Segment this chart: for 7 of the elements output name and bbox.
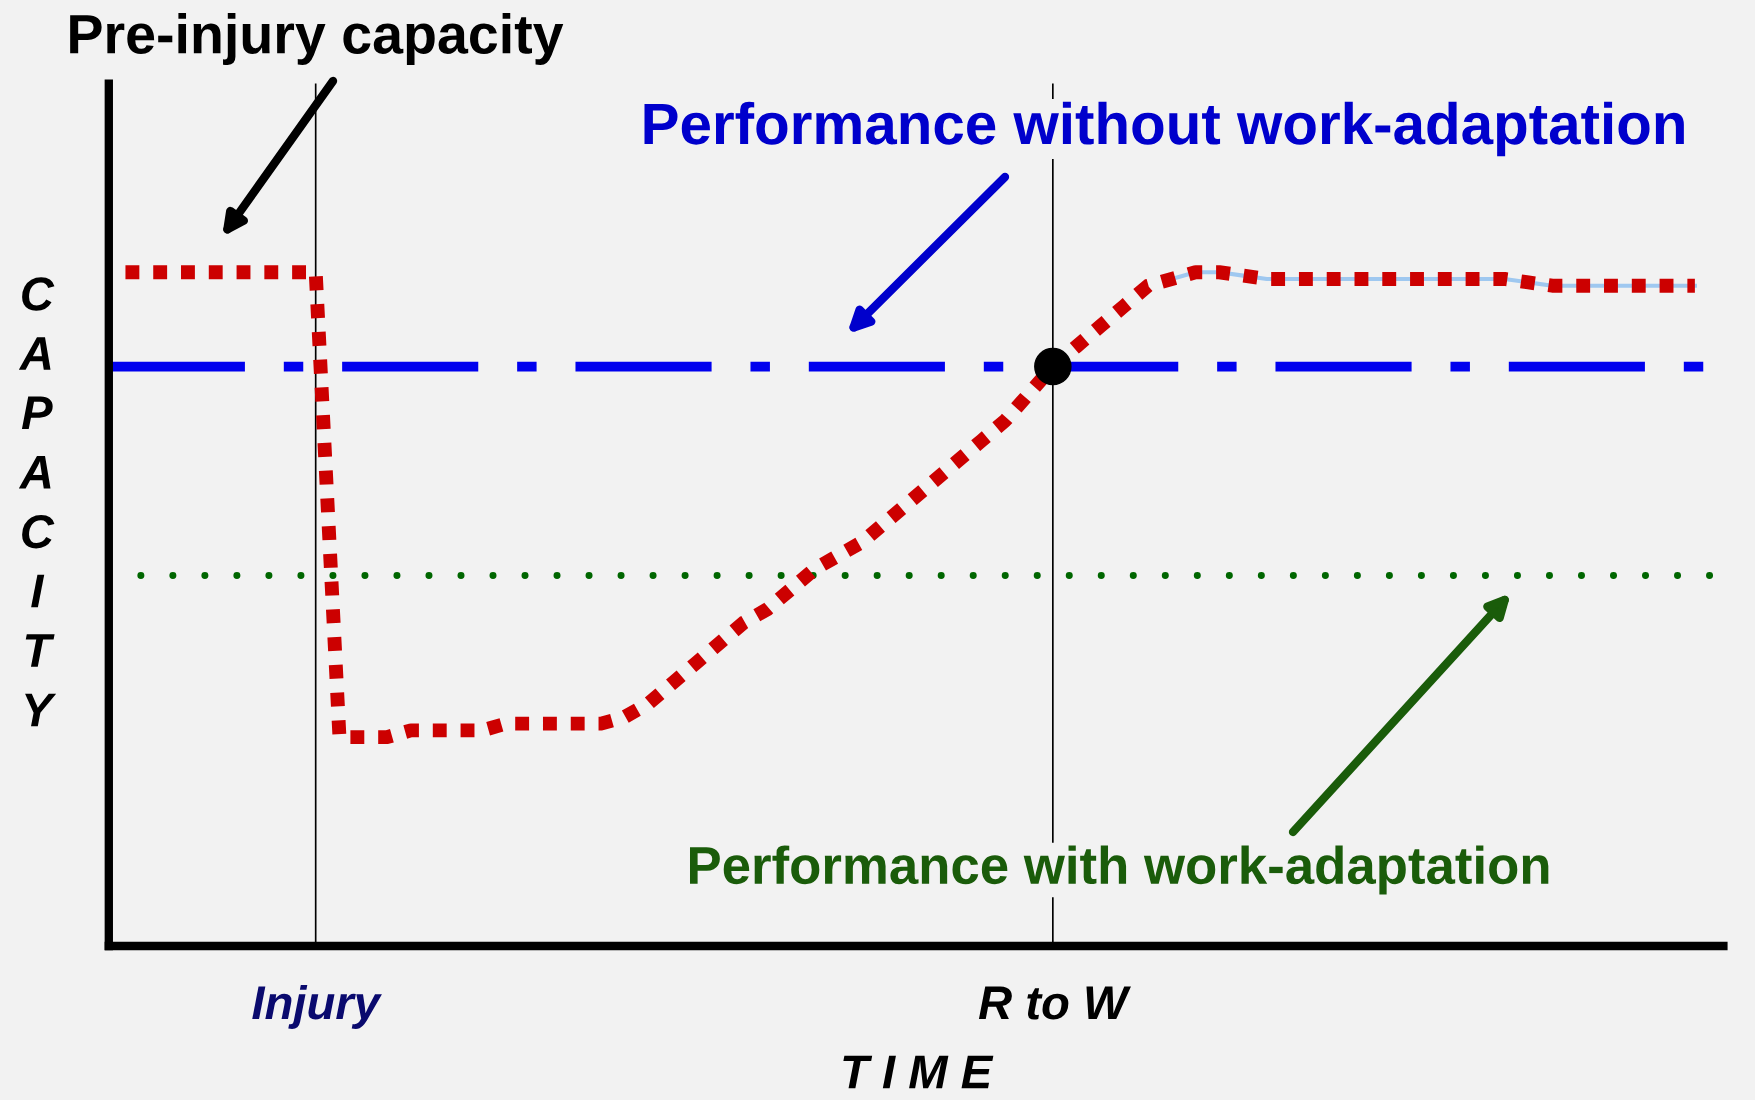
x-axis-title: T I M E: [843, 1055, 994, 1089]
y-axis-title: CAPACITY: [18, 277, 57, 727]
x-tick-label: R to W: [978, 986, 1131, 1020]
annotation: Performance with work-adaptation: [690, 845, 1549, 895]
text: Performance without work-adaptation: [644, 101, 1684, 157]
x-tick-label: Injury: [252, 984, 382, 1029]
text: Pre-injury capacity: [70, 13, 564, 65]
